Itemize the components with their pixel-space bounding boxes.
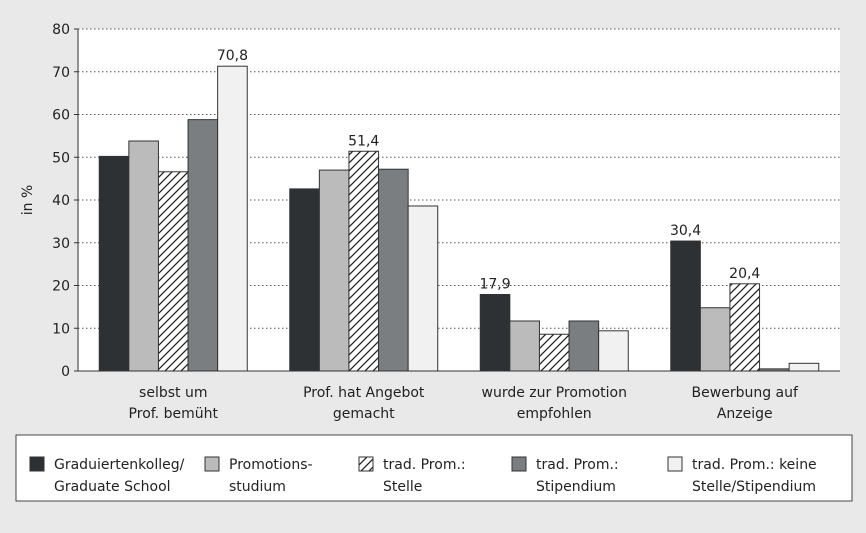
bar: [348, 150, 380, 372]
bar: [699, 307, 731, 372]
bar: [378, 168, 409, 372]
legend-label: Stelle/Stipendium: [692, 479, 816, 495]
legend-label: trad. Prom.:: [383, 457, 466, 473]
y-tick-label: 30: [52, 236, 70, 252]
y-axis-label: in %: [20, 185, 36, 216]
legend: Graduiertenkolleg/Graduate School Promoti…: [29, 456, 817, 495]
gridlines: [78, 28, 840, 329]
bar: [318, 169, 350, 372]
legend-label: trad. Prom.: keine: [692, 457, 817, 473]
y-tick-label: 50: [52, 150, 70, 166]
y-tick-label: 70: [52, 65, 70, 81]
bar: [407, 205, 439, 372]
category-label: empfohlen: [517, 406, 592, 422]
legend-label: Stelle: [383, 479, 422, 495]
legend-label: studium: [229, 479, 286, 495]
bar: [538, 333, 570, 372]
bar: [289, 188, 320, 372]
legend-swatch: [29, 456, 45, 472]
bar: [217, 65, 248, 372]
bar: [729, 283, 761, 372]
bar: [568, 320, 600, 372]
category-label: Prof. hat Angebot: [303, 385, 425, 401]
bar: [157, 171, 189, 372]
bar: [187, 119, 219, 372]
legend-label: Promotions-: [229, 457, 313, 473]
category-labels: selbst um Prof. bemüht Prof. hat Angebot ge…: [129, 385, 799, 422]
y-tick-label: 40: [52, 193, 70, 209]
data-labels: 70,8 51,4 17,9 30,4 20,4: [217, 48, 761, 292]
y-tick-label: 10: [52, 321, 70, 337]
bar: [509, 320, 540, 372]
data-label: 70,8: [217, 48, 248, 64]
data-label: 30,4: [670, 223, 701, 239]
category-label: gemacht: [333, 406, 395, 422]
data-label: 51,4: [348, 133, 379, 149]
legend-label: Stipendium: [536, 479, 616, 495]
data-label: 17,9: [479, 276, 510, 292]
bar: [670, 240, 701, 372]
legend-box: [15, 434, 853, 502]
data-label: 20,4: [729, 266, 760, 282]
legend-swatch: [358, 456, 374, 472]
category-label: selbst um: [139, 385, 207, 401]
y-tick-label: 60: [52, 108, 70, 124]
y-tick-label: 80: [52, 22, 70, 38]
legend-label: Graduate School: [54, 479, 171, 495]
legend-swatch: [204, 456, 220, 472]
legend-swatch: [511, 456, 527, 472]
y-tick-labels: 0 10 20 30 40 50 60 70 80: [52, 22, 78, 380]
legend-label: trad. Prom.:: [536, 457, 619, 473]
category-label: Prof. bemüht: [129, 406, 219, 422]
bar: [598, 330, 629, 372]
category-label: wurde zur Promotion: [482, 385, 627, 401]
legend-swatch: [667, 456, 683, 472]
y-tick-label: 0: [61, 364, 70, 380]
category-label: Anzeige: [717, 406, 773, 422]
bar: [788, 362, 820, 372]
bar: [479, 293, 511, 372]
bar: [128, 140, 159, 372]
category-label: Bewerbung auf: [692, 385, 799, 401]
legend-label: Graduiertenkolleg/: [54, 457, 185, 473]
bar: [98, 155, 130, 372]
y-tick-label: 20: [52, 279, 70, 295]
